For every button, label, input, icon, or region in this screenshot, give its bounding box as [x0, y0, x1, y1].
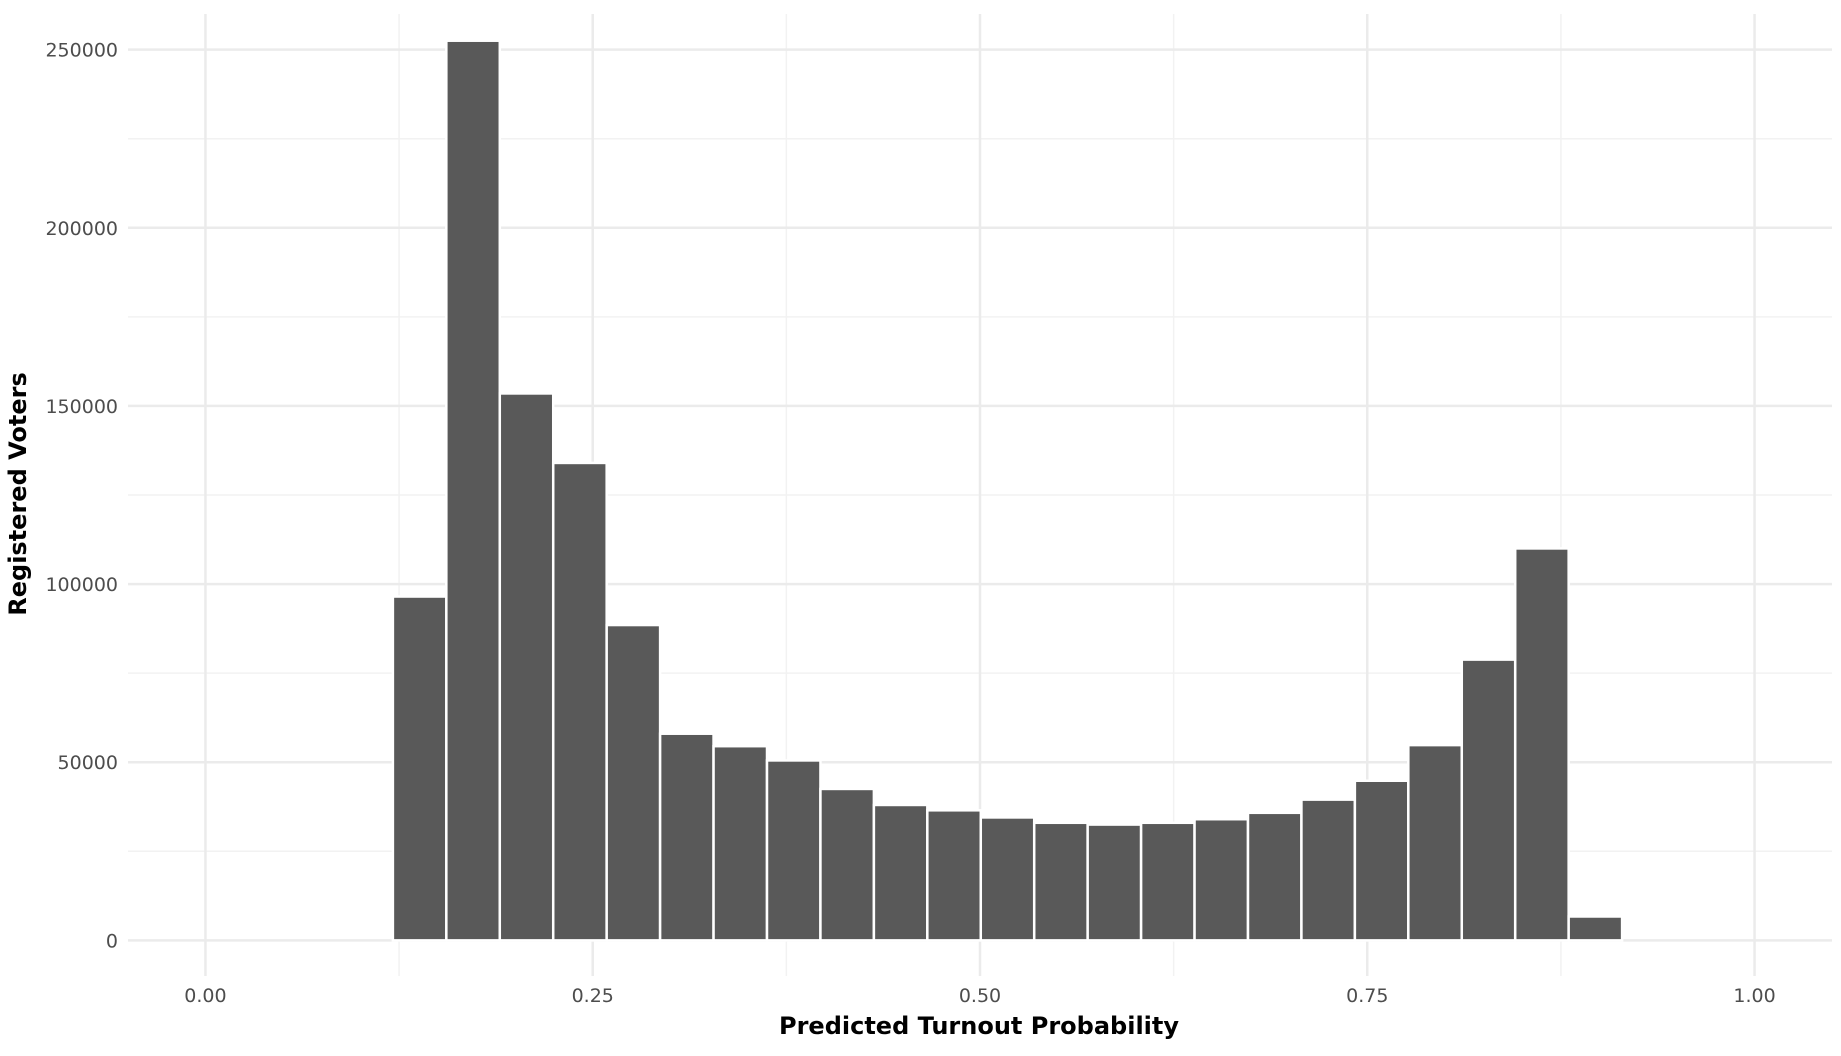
- y-tick-label: 0: [106, 930, 118, 952]
- histogram-bar: [926, 809, 983, 942]
- y-tick-label: 100000: [45, 574, 118, 596]
- histogram-bar: [1139, 821, 1196, 942]
- histogram-bar: [1460, 658, 1517, 942]
- histogram-bar: [872, 803, 929, 942]
- x-axis-tick-labels: 0.00 0.25 0.50 0.75 1.00: [184, 985, 1775, 1007]
- y-axis-title: Registered Voters: [4, 372, 32, 615]
- histogram-bar: [1086, 823, 1143, 942]
- histogram-bar: [979, 816, 1036, 942]
- y-tick-label: 250000: [45, 40, 118, 62]
- y-axis-tick-labels: 0 50000 100000 150000 200000 250000: [45, 40, 118, 953]
- histogram-bar: [1193, 817, 1250, 942]
- histogram-bar: [551, 461, 608, 942]
- histogram-bar: [1513, 547, 1570, 942]
- histogram-bar: [445, 39, 502, 942]
- x-axis-title: Predicted Turnout Probability: [779, 1012, 1179, 1040]
- histogram-bar: [605, 623, 662, 942]
- x-tick-label: 0.75: [1346, 985, 1388, 1007]
- histogram-bar: [498, 392, 555, 942]
- histogram-bar: [1246, 811, 1303, 942]
- x-tick-label: 1.00: [1733, 985, 1775, 1007]
- x-tick-label: 0.00: [184, 985, 226, 1007]
- x-tick-label: 0.50: [959, 985, 1001, 1007]
- y-tick-label: 150000: [45, 396, 118, 418]
- histogram-bar: [391, 595, 448, 942]
- y-tick-label: 200000: [45, 218, 118, 240]
- histogram-bar: [1407, 743, 1464, 942]
- histogram-bar: [1032, 821, 1089, 942]
- histogram-bar: [1353, 779, 1410, 942]
- histogram-bar: [819, 787, 876, 942]
- y-tick-label: 50000: [58, 752, 118, 774]
- histogram-bars: [391, 39, 1624, 942]
- histogram-bar: [1300, 798, 1357, 942]
- histogram-bar: [765, 759, 822, 942]
- x-tick-label: 0.25: [572, 985, 614, 1007]
- histogram-bar: [658, 732, 715, 942]
- histogram-bar: [712, 744, 769, 942]
- histogram-bar: [1567, 915, 1624, 942]
